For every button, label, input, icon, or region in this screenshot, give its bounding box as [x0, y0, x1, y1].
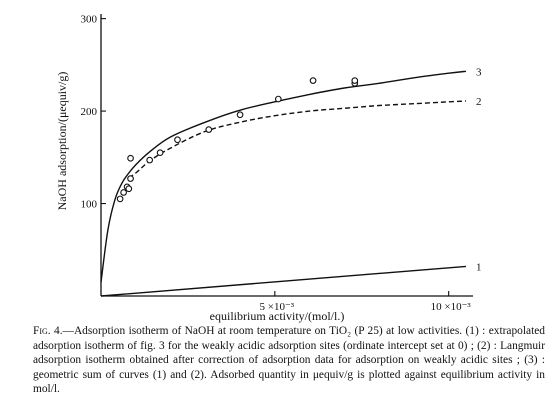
x-tick-label-0: 5 ×10⁻³ — [260, 301, 295, 313]
y-axis-title: NaOH adsorption/(μequiv/g) — [55, 72, 69, 211]
data-point — [116, 195, 124, 203]
data-point — [174, 136, 181, 144]
data-points — [116, 77, 359, 203]
data-point — [351, 77, 359, 84]
data-point — [156, 149, 164, 157]
data-point — [205, 126, 213, 133]
figure-number: Fig. 4. — [33, 325, 63, 337]
curve-labels: 3 2 1 — [476, 66, 482, 273]
curves — [100, 70, 467, 297]
data-point — [127, 154, 134, 162]
figure-caption: Fig. 4.—Adsorption isotherm of NaOH at r… — [33, 324, 545, 397]
x-tick-label-1: 10 ×10⁻³ — [431, 301, 472, 313]
data-point — [309, 77, 317, 84]
data-point — [274, 95, 282, 103]
y-tick-label-0: 100 — [81, 199, 98, 211]
data-point — [127, 175, 134, 182]
ticks: 100 200 300 5 ×10⁻³ 10 ×10⁻³ — [81, 14, 472, 313]
y-tick-label-2: 300 — [81, 14, 98, 26]
y-tick-label-1: 200 — [81, 106, 98, 118]
curve-label-3: 3 — [476, 66, 482, 78]
data-point — [125, 185, 133, 193]
data-point — [120, 189, 127, 196]
curve-label-1: 1 — [476, 261, 482, 273]
data-point — [146, 156, 154, 164]
curve-label-2: 2 — [476, 96, 482, 108]
axes — [100, 14, 473, 297]
curve-1 — [100, 265, 467, 297]
data-point — [236, 111, 244, 119]
x-axis-title: equilibrium activity/(mol/l.) — [210, 309, 345, 323]
curve-3 — [100, 70, 467, 283]
caption-text: —Adsorption isotherm of NaOH at room tem… — [33, 325, 545, 396]
